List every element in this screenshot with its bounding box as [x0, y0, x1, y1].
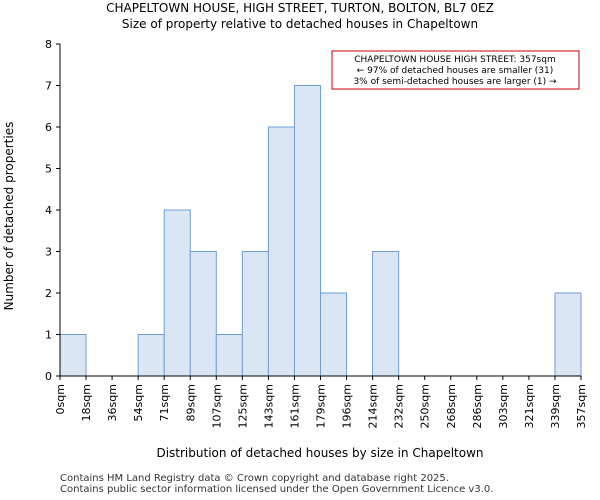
y-tick-label: 5 [45, 163, 52, 176]
y-tick-label: 4 [45, 204, 52, 217]
x-tick-label: 214sqm [367, 384, 380, 428]
histogram-bar [59, 334, 87, 377]
y-tick-label: 7 [45, 80, 52, 93]
x-tick-label: 321sqm [523, 384, 536, 428]
x-tick-label: 143sqm [262, 384, 275, 428]
x-axis-label: Distribution of detached houses by size … [156, 446, 483, 460]
x-tick-label: 18sqm [80, 384, 93, 421]
annotation-box: CHAPELTOWN HOUSE HIGH STREET: 357sqm ← 9… [331, 50, 580, 90]
histogram-bar [320, 292, 348, 377]
annotation-line-3: 3% of semi-detached houses are larger (1… [353, 77, 557, 87]
x-tick-label: 54sqm [132, 384, 145, 421]
y-tick-label: 3 [45, 246, 52, 259]
annotation-line-2: ← 97% of detached houses are smaller (31… [357, 66, 554, 76]
y-tick-label: 6 [45, 121, 52, 134]
chart-subtitle: Size of property relative to detached ho… [121, 17, 479, 31]
x-tick-label: 179sqm [315, 384, 328, 428]
x-tick-label: 89sqm [184, 384, 197, 421]
y-axis-label: Number of detached properties [2, 122, 16, 311]
histogram-bar [293, 85, 322, 377]
footer-copyright: Contains HM Land Registry data © Crown c… [60, 473, 449, 484]
x-tick-label: 357sqm [575, 384, 588, 428]
histogram-bar [137, 334, 165, 377]
x-tick-label: 339sqm [549, 384, 562, 428]
x-tick-label: 71sqm [158, 384, 171, 421]
y-tick-label: 1 [45, 329, 52, 342]
histogram-bar [554, 292, 582, 377]
footer-licence: Contains public sector information licen… [60, 484, 494, 495]
chart-title: CHAPELTOWN HOUSE, HIGH STREET, TURTON, B… [106, 1, 494, 15]
histogram-bar [372, 251, 400, 377]
y-tick-label: 0 [45, 370, 52, 383]
x-tick-label: 36sqm [106, 384, 119, 421]
x-tick-label: 125sqm [236, 384, 249, 428]
x-tick-label: 0sqm [54, 384, 67, 414]
x-tick-label: 107sqm [210, 384, 223, 428]
y-tick-label: 8 [45, 38, 52, 51]
histogram-bar [267, 126, 295, 377]
x-tick-label: 250sqm [419, 384, 432, 428]
histogram-bar [215, 334, 243, 377]
x-tick-label: 196sqm [341, 384, 354, 428]
y-tick-label: 2 [45, 287, 52, 300]
x-tick-label: 232sqm [393, 384, 406, 428]
x-tick-label: 268sqm [445, 384, 458, 428]
annotation-line-1: CHAPELTOWN HOUSE HIGH STREET: 357sqm [354, 55, 555, 65]
x-tick-label: 303sqm [497, 384, 510, 428]
x-tick-label: 286sqm [471, 384, 484, 428]
x-tick-label: 161sqm [288, 384, 301, 428]
histogram-bar [189, 251, 217, 377]
histogram-bar [241, 251, 269, 377]
histogram-bar [163, 209, 191, 377]
